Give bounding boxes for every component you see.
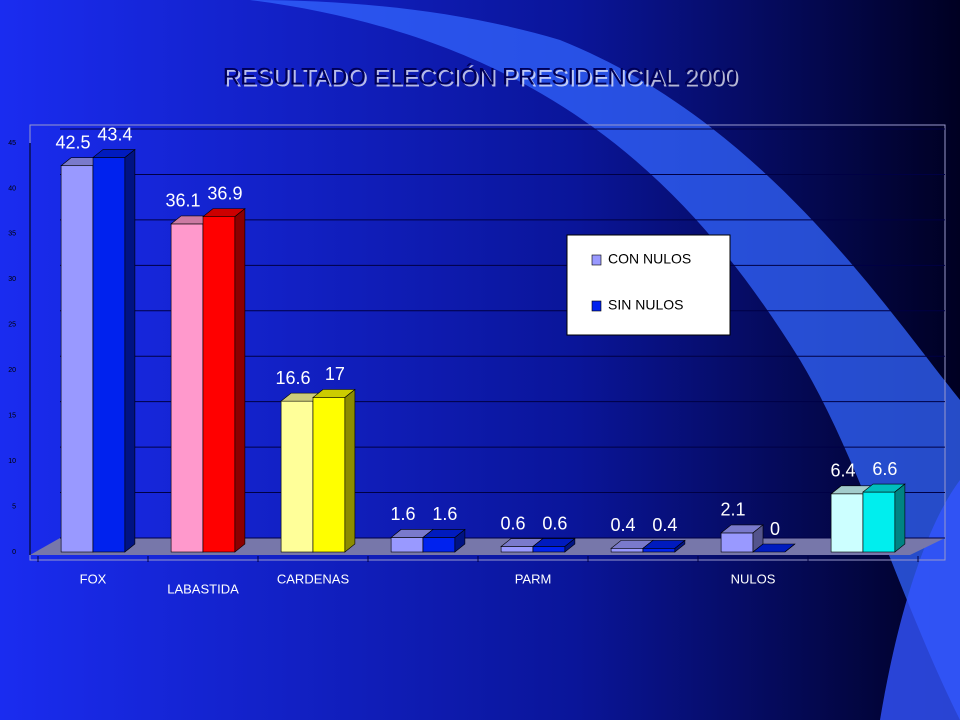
value-label: 16.6 [276, 368, 311, 388]
value-label: 0.4 [652, 515, 677, 535]
bar-front [830, 493, 864, 553]
bar-front [92, 157, 126, 553]
y-tick-label: 25 [8, 322, 16, 329]
value-label: 17 [325, 364, 345, 384]
bar-front [202, 216, 236, 553]
title-shadow: RESULTADO ELECCIÓN PRESIDENCIAL 2000 [225, 65, 739, 92]
y-tick-label: 20 [8, 367, 16, 374]
value-label: 2.1 [721, 500, 746, 520]
bar-front [500, 546, 534, 553]
bar-front [170, 223, 204, 553]
value-label: 0.6 [501, 513, 526, 533]
bar-front [642, 548, 676, 553]
bar-side [124, 148, 136, 553]
value-label: 42.5 [56, 132, 91, 152]
legend-label: SIN NULOS [608, 297, 683, 313]
bar-front [60, 165, 94, 553]
value-label: 36.9 [207, 183, 242, 203]
x-tick-label: CARDENAS [277, 571, 350, 586]
y-tick-label: 40 [8, 185, 16, 192]
bar-side [344, 388, 356, 553]
bar-side [454, 528, 466, 553]
bar-front [610, 548, 644, 553]
y-tick-label: 5 [12, 503, 16, 510]
bar-side [894, 483, 906, 553]
value-label: 0.6 [542, 513, 567, 533]
value-label: 0.4 [611, 515, 636, 535]
y-tick-label: 45 [8, 140, 16, 147]
value-label: 6.4 [831, 461, 856, 481]
value-label: 0 [770, 519, 780, 539]
bar-side [784, 543, 796, 553]
value-label: 43.4 [97, 124, 132, 144]
plot: 0 5 10 15 20 25 30 35 40 45 FOX 42.5 43.4 LABASTIDA 36… [8, 124, 945, 596]
value-label: 1.6 [432, 504, 457, 524]
value-label: 6.6 [872, 459, 897, 479]
y-tick-label: 35 [8, 231, 16, 238]
chart-title: RESULTADO ELECCIÓN PRESIDENCIAL 2000 [223, 63, 737, 90]
plot-floor [30, 538, 945, 555]
bar-side [234, 207, 246, 553]
legend [566, 234, 731, 336]
y-tick-label: 0 [12, 549, 16, 556]
value-label: 36.1 [166, 191, 201, 211]
legend-items: CON NULOS SIN NULOS [591, 251, 691, 313]
bar-front [422, 537, 456, 553]
bar-front [390, 537, 424, 553]
bar-front [862, 491, 896, 553]
y-tick-label: 15 [8, 413, 16, 420]
legend-swatch [591, 300, 602, 312]
bar-front [720, 532, 754, 553]
legend-label: CON NULOS [608, 251, 691, 267]
y-tick-label: 10 [8, 458, 16, 465]
bar-front [312, 397, 346, 553]
x-tick-label: LABASTIDA [167, 581, 239, 596]
x-tick-label: PARM [515, 571, 552, 586]
bar-side [564, 537, 576, 553]
y-tick-label: 30 [8, 276, 16, 283]
x-tick-label: FOX [80, 571, 107, 586]
bar-side [674, 539, 686, 553]
x-tick-label: NULOS [731, 571, 776, 586]
bar-front [280, 400, 314, 553]
value-label: 1.6 [391, 504, 416, 524]
swoosh [250, 0, 960, 720]
legend-swatch [591, 254, 602, 266]
bar-front [532, 546, 566, 553]
